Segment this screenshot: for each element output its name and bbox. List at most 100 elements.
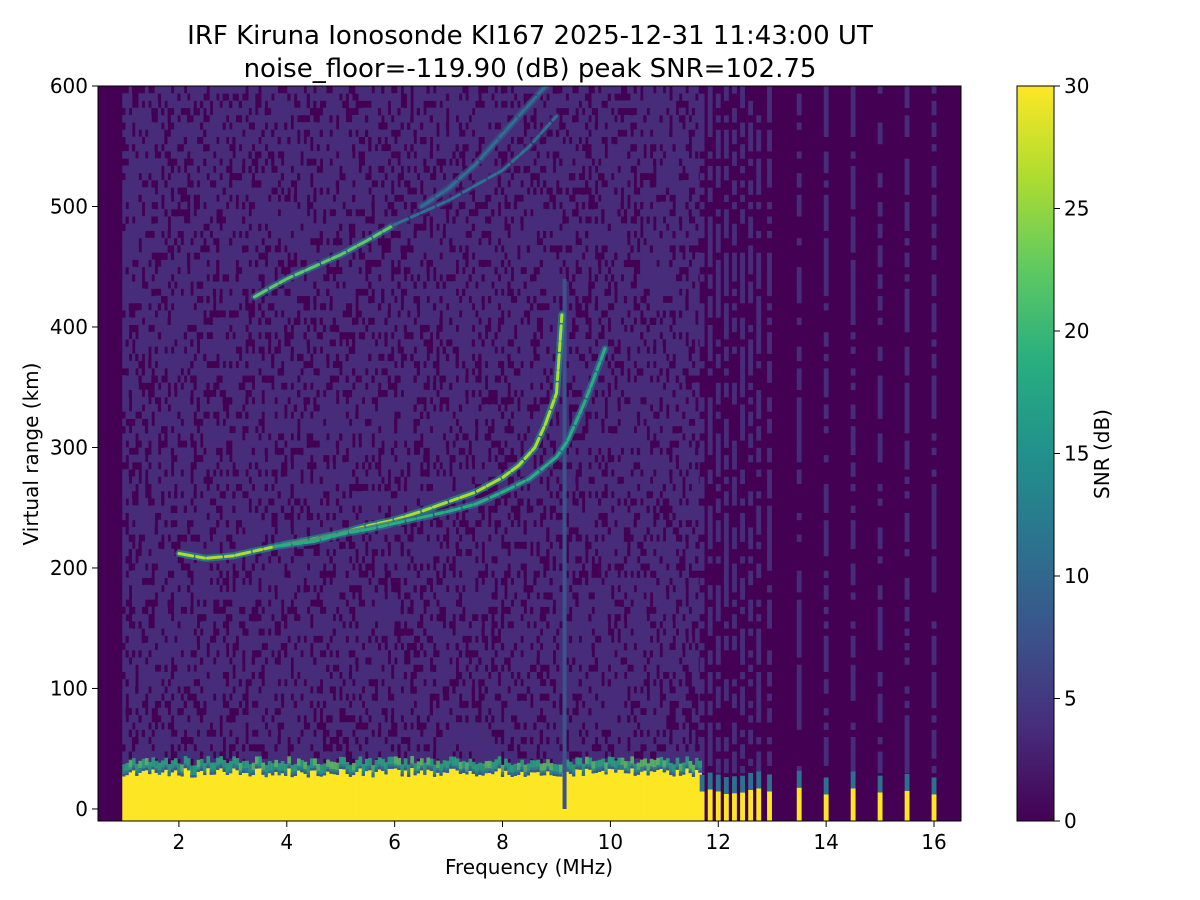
noise-cell: [238, 273, 243, 282]
noise-cell: [141, 548, 146, 557]
noise-cell: [180, 743, 185, 752]
noise-cell: [248, 592, 253, 600]
noise-cell: [174, 353, 178, 362]
noise-cell: [229, 635, 233, 644]
noise-cell: [180, 396, 185, 405]
noise-cell: [313, 570, 317, 579]
noise-cell: [326, 339, 330, 347]
noise-cell: [238, 93, 243, 101]
noise-cell: [196, 736, 201, 745]
noise-cell: [206, 570, 211, 579]
noise-cell: [193, 158, 198, 166]
noise-cell: [251, 534, 256, 542]
noise-cell: [303, 657, 308, 665]
noise-cell: [258, 411, 262, 419]
noise-cell: [290, 129, 295, 138]
noise-cell: [141, 686, 146, 694]
noise-cell: [180, 527, 185, 535]
noise-cell: [309, 396, 314, 405]
noise-cell: [261, 527, 266, 535]
noise-cell: [174, 331, 178, 340]
noise-cell: [219, 649, 223, 658]
noise-cell: [212, 447, 217, 456]
noise-cell: [316, 519, 321, 528]
noise-cell: [157, 671, 162, 680]
noise-cell: [293, 266, 298, 275]
noise-cell: [190, 700, 194, 709]
noise-cell: [180, 729, 185, 738]
noise-cell: [245, 714, 249, 723]
noise-cell: [196, 635, 201, 644]
noise-cell: [128, 461, 133, 470]
noise-cell: [229, 179, 233, 188]
noise-cell: [261, 107, 266, 116]
noise-cell: [284, 187, 288, 195]
noise-cell: [319, 512, 324, 521]
noise-cell: [174, 657, 178, 665]
noise-cell: [154, 404, 159, 412]
noise-cell: [238, 310, 243, 318]
noise-cell: [151, 310, 156, 318]
noise-cell: [271, 743, 275, 752]
noise-cell: [264, 295, 269, 304]
noise-cell: [238, 563, 243, 571]
noise-cell: [135, 281, 139, 289]
noise-cell: [222, 317, 227, 325]
noise-cell: [180, 476, 185, 485]
noise-cell: [219, 592, 223, 600]
noise-cell: [254, 693, 259, 701]
noise-cell: [193, 657, 198, 665]
noise-cell: [170, 389, 175, 398]
noise-cell: [183, 577, 188, 586]
noise-cell: [131, 288, 136, 297]
noise-cell: [196, 693, 201, 701]
noise-cell: [242, 418, 246, 427]
noise-cell: [212, 758, 217, 766]
noise-cell: [248, 194, 253, 203]
noise-cell: [251, 469, 256, 477]
noise-cell: [271, 577, 275, 586]
noise-cell: [161, 606, 165, 615]
noise-cell: [251, 599, 256, 607]
noise-cell: [154, 678, 159, 687]
noise-cell: [277, 461, 282, 470]
noise-cell: [177, 599, 181, 607]
noise-cell: [326, 245, 330, 253]
noise-cell: [232, 165, 236, 174]
noise-cell: [232, 339, 236, 347]
noise-cell: [274, 599, 279, 607]
noise-cell: [293, 736, 298, 745]
noise-cell: [183, 302, 188, 311]
noise-cell: [232, 281, 236, 289]
noise-cell: [131, 375, 136, 383]
noise-cell: [316, 743, 321, 752]
noise-cell: [203, 194, 207, 203]
noise-cell: [251, 418, 256, 427]
noise-cell: [183, 245, 188, 253]
noise-cell: [254, 490, 259, 499]
noise-cell: [216, 179, 220, 188]
noise-cell: [157, 310, 162, 318]
noise-cell: [125, 555, 130, 564]
noise-cell: [297, 707, 301, 716]
noise-cell: [164, 281, 168, 289]
noise-cell: [245, 563, 249, 571]
noise-cell: [313, 498, 317, 506]
noise-cell: [148, 541, 152, 550]
noise-cell: [303, 620, 308, 629]
noise-cell: [284, 223, 288, 231]
noise-cell: [267, 678, 272, 687]
noise-cell: [199, 469, 204, 477]
noise-cell: [196, 577, 201, 586]
noise-cell: [280, 230, 285, 239]
noise-cell: [161, 252, 165, 260]
noise-cell: [306, 483, 311, 492]
noise-cell: [206, 628, 211, 636]
noise-cell: [248, 136, 253, 145]
noise-cell: [303, 707, 308, 716]
noise-cell: [232, 635, 236, 644]
noise-cell: [206, 187, 211, 195]
noise-cell: [293, 346, 298, 354]
noise-cell: [261, 194, 266, 203]
noise-cell: [216, 736, 220, 745]
